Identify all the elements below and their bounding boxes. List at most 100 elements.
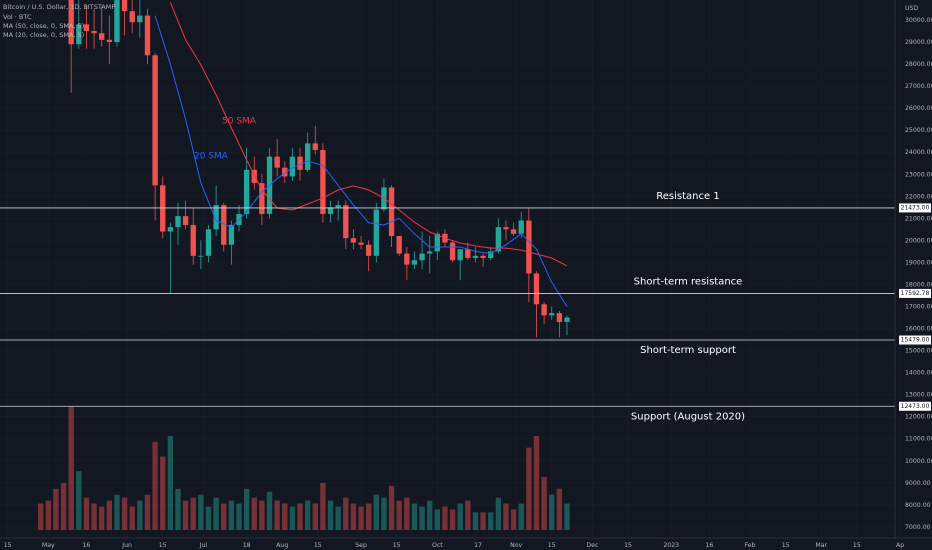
level-price-label: 21473.00 bbox=[901, 204, 930, 211]
volume-bar bbox=[480, 512, 486, 530]
candle-body bbox=[114, 0, 120, 43]
volume-bar bbox=[404, 497, 410, 530]
y-tick-label: 28000.00 bbox=[905, 61, 932, 68]
candle-body bbox=[121, 0, 128, 12]
candle-body bbox=[205, 229, 212, 256]
candle-body bbox=[411, 260, 418, 265]
candle-body bbox=[259, 183, 265, 214]
candle-body bbox=[404, 253, 410, 265]
volume-bar bbox=[366, 503, 372, 530]
candle-body bbox=[335, 205, 341, 208]
volume-bar bbox=[53, 488, 59, 530]
x-tick-label: Nov bbox=[510, 542, 522, 549]
volume-bar bbox=[106, 500, 113, 530]
y-tick-label: 13000.00 bbox=[905, 392, 932, 399]
volume-bar bbox=[91, 503, 97, 530]
volume-bar bbox=[411, 503, 418, 530]
x-tick-label: May bbox=[42, 542, 55, 549]
x-tick-label: 16 bbox=[83, 542, 91, 549]
volume-bar bbox=[228, 500, 235, 530]
x-tick-label: 2023 bbox=[663, 542, 679, 549]
candle-body bbox=[160, 185, 166, 232]
candle-body bbox=[182, 216, 189, 225]
x-tick-label: Aug bbox=[276, 542, 288, 549]
candle-body bbox=[175, 216, 181, 228]
y-tick-label: 11000.00 bbox=[905, 436, 932, 443]
volume-bar bbox=[465, 500, 471, 530]
volume-bar bbox=[274, 500, 280, 530]
volume-bar bbox=[419, 506, 425, 530]
candle-body bbox=[343, 205, 349, 239]
level-label: Short-term support bbox=[640, 345, 736, 356]
candle-body bbox=[91, 31, 97, 34]
volume-bar bbox=[564, 503, 570, 530]
x-tick-label: Sep bbox=[355, 542, 367, 549]
candle-body bbox=[129, 11, 135, 23]
candle-body bbox=[510, 229, 517, 234]
level-price-label: 17592.78 bbox=[901, 290, 930, 297]
volume-bar bbox=[236, 503, 242, 530]
candle-body bbox=[503, 227, 509, 230]
x-tick-label: 18 bbox=[243, 542, 251, 549]
y-tick-label: 7000.00 bbox=[905, 524, 931, 531]
volume-bar bbox=[152, 441, 158, 530]
candle-body bbox=[251, 169, 257, 184]
x-tick-label: Feb bbox=[745, 542, 756, 549]
x-tick-label: Jun bbox=[121, 542, 132, 549]
indicator-label: Vol · BTC bbox=[3, 13, 32, 21]
volume-bar bbox=[434, 509, 440, 530]
volume-bar bbox=[182, 500, 189, 530]
x-tick-label: 17 bbox=[474, 542, 482, 549]
volume-bar bbox=[99, 506, 105, 530]
volume-bar bbox=[198, 494, 204, 530]
candle-body bbox=[137, 15, 143, 23]
y-tick-label: 10000.00 bbox=[905, 458, 932, 465]
y-tick-label: 25000.00 bbox=[905, 127, 932, 134]
volume-bar bbox=[320, 482, 326, 530]
volume-bar bbox=[167, 435, 174, 530]
candle-body bbox=[419, 253, 425, 261]
volume-bar bbox=[396, 500, 402, 530]
volume-bar bbox=[442, 506, 448, 530]
y-tick-label: 12000.00 bbox=[905, 414, 932, 421]
volume-bar bbox=[144, 494, 151, 530]
level-price-tag bbox=[899, 203, 931, 213]
candle-body bbox=[68, 0, 74, 45]
level-price-label: 15479.00 bbox=[901, 337, 930, 344]
x-tick-label: Oct bbox=[432, 542, 443, 549]
ma-label: 50 SMA bbox=[222, 117, 257, 127]
level-price-tag bbox=[899, 401, 931, 411]
candle-body bbox=[327, 207, 334, 214]
y-tick-label: 18000.00 bbox=[905, 281, 932, 288]
x-tick-label: 15 bbox=[159, 542, 167, 549]
volume-bar bbox=[76, 471, 82, 530]
volume-bar bbox=[297, 503, 303, 530]
candle-body bbox=[350, 238, 357, 243]
volume-bar bbox=[190, 497, 196, 530]
volume-bar bbox=[533, 435, 540, 530]
volume-bar bbox=[556, 488, 563, 530]
volume-bar bbox=[449, 509, 456, 530]
candle-body bbox=[518, 220, 524, 234]
y-tick-label: 30000.00 bbox=[905, 17, 932, 24]
volume-bar bbox=[129, 506, 135, 530]
y-tick-label: 14000.00 bbox=[905, 370, 932, 377]
y-tick-label: 19000.00 bbox=[905, 259, 932, 266]
candle-body bbox=[541, 304, 547, 316]
y-tick-label: 23000.00 bbox=[905, 171, 932, 178]
candle-body bbox=[228, 224, 235, 245]
volume-bar bbox=[175, 488, 181, 530]
candle-body bbox=[396, 235, 402, 254]
volume-bar bbox=[137, 500, 143, 530]
level-price-tag bbox=[899, 335, 931, 345]
candle-body bbox=[304, 143, 311, 170]
x-tick-label: 15 bbox=[4, 542, 12, 549]
volume-bar bbox=[243, 488, 250, 530]
volume-bar bbox=[251, 497, 257, 530]
level-price-tag bbox=[899, 288, 931, 298]
currency-label: USD bbox=[905, 5, 918, 12]
x-tick-label: 16 bbox=[705, 542, 713, 549]
candle-body bbox=[297, 156, 303, 170]
y-tick-label: 27000.00 bbox=[905, 83, 932, 90]
